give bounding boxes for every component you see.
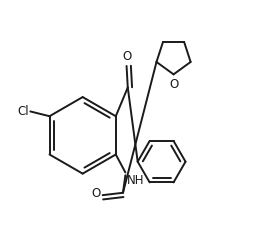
Text: NH: NH — [127, 174, 144, 187]
Text: O: O — [169, 78, 178, 91]
Text: O: O — [122, 50, 131, 63]
Text: Cl: Cl — [17, 105, 29, 118]
Text: O: O — [92, 188, 101, 200]
